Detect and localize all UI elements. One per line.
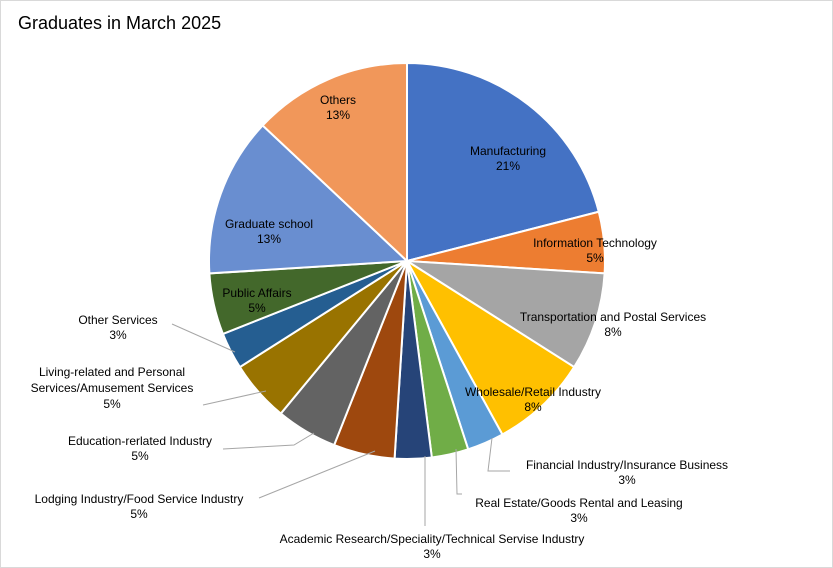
slice-label: Information Technology [533,236,657,250]
pie-slice [406,61,600,263]
pie-slice [406,260,576,436]
slice-label: Education-rerlated Industry [68,434,212,448]
pie-slice [406,260,606,369]
slice-label: Living-related and Personal Services/Amus… [31,365,194,395]
slice-percent-label: 5% [248,301,266,315]
slice-label: Real Estate/Goods Rental and Leasing [475,496,682,510]
leader-line [258,450,376,499]
slice-label: Public Affairs [222,286,291,300]
slice-label: Transportation and Postal Services [520,310,706,324]
slice-percent-label: 8% [524,400,542,414]
slice-percent-label: 3% [109,328,127,342]
pie-slice [208,124,410,275]
slice-label: Manufacturing [470,144,546,158]
slice-percent-label: 5% [131,449,149,463]
chart-title: Graduates in March 2025 [18,13,222,33]
slice-percent-label: 13% [326,108,350,122]
slice-label: Wholesale/Retail Industry [465,385,601,399]
leader-line [455,448,462,495]
leader-line [202,390,267,406]
pie-slice [261,61,408,264]
leader-line [222,432,315,450]
slice-percent-label: 5% [586,251,604,265]
slice-percent-label: 21% [496,159,520,173]
slice-label: Financial Industry/Insurance Business [526,458,728,472]
slice-label: Others [320,93,356,107]
slice-label: Graduate school [225,217,313,231]
slice-percent-label: 3% [423,547,441,561]
slice-label: Academic Research/Speciality/Technical S… [280,532,585,546]
slice-percent-label: 5% [130,507,148,521]
leader-line [171,323,236,353]
slice-label: Other Services [78,313,157,327]
slice-percent-label: 13% [257,232,281,246]
slice-percent-label: 5% [103,397,121,411]
slice-percent-label: 3% [570,511,588,525]
slice-percent-label: 8% [604,325,622,339]
slice-percent-label: 3% [618,473,636,487]
slice-label: Lodging Industry/Food Service Industry [35,492,244,506]
leader-line [487,437,510,472]
